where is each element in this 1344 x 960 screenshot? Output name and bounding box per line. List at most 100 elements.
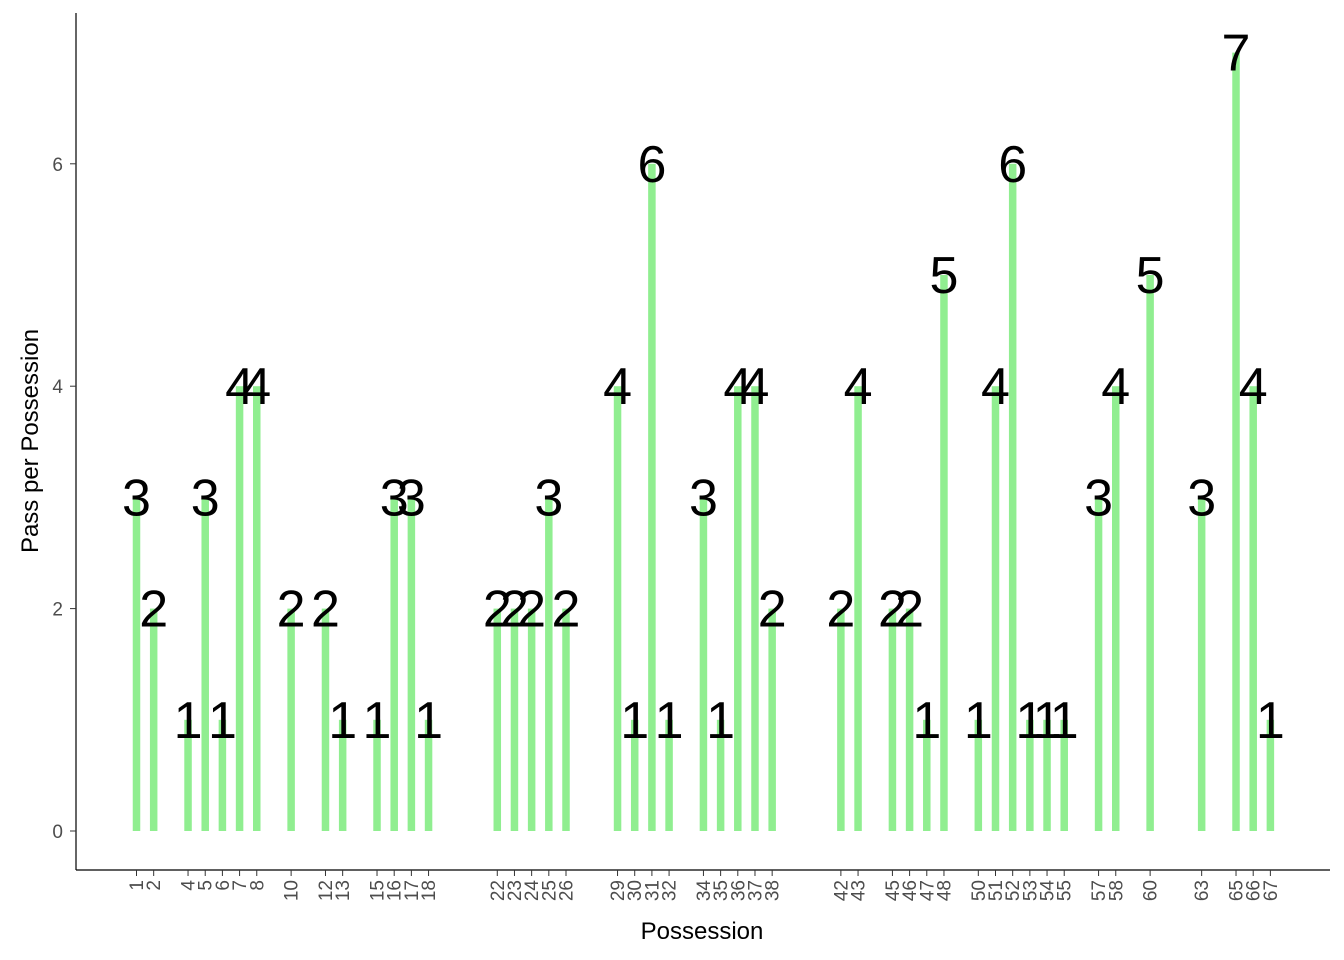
data-label-47: 1 xyxy=(912,692,941,750)
data-label-25: 3 xyxy=(534,469,563,527)
bar-58 xyxy=(1112,386,1120,831)
bar-16 xyxy=(390,497,398,831)
bar-18 xyxy=(424,719,433,831)
data-label-54: 1 xyxy=(1033,692,1062,750)
data-label-26: 2 xyxy=(552,581,581,639)
bar-52 xyxy=(1008,163,1017,832)
x-tick-label-30: 30 xyxy=(625,880,646,901)
x-tick-label-63: 63 xyxy=(1192,880,1213,901)
x-tick-label-2: 2 xyxy=(144,880,165,891)
x-tick-label-47: 47 xyxy=(917,880,938,901)
data-label-2: 2 xyxy=(139,581,168,639)
data-label-42: 2 xyxy=(826,581,855,639)
bar-22 xyxy=(493,608,502,831)
data-label-4: 1 xyxy=(174,692,203,750)
data-label-65: 7 xyxy=(1222,25,1251,83)
x-tick-label-6: 6 xyxy=(213,880,234,891)
bar-2 xyxy=(149,608,158,831)
bar-10 xyxy=(287,608,295,831)
x-tick-label-55: 55 xyxy=(1055,880,1076,901)
data-label-50: 1 xyxy=(964,692,993,750)
x-tick-label-24: 24 xyxy=(522,880,543,902)
bar-38 xyxy=(768,608,776,831)
data-label-55: 1 xyxy=(1050,692,1079,750)
data-label-48: 5 xyxy=(929,247,958,305)
bars-layer xyxy=(132,52,1275,832)
bar-30 xyxy=(630,719,639,831)
data-label-1: 3 xyxy=(122,469,151,527)
x-tick-label-57: 57 xyxy=(1089,880,1110,901)
x-tick-label-65: 65 xyxy=(1227,880,1248,901)
x-tick-label-67: 67 xyxy=(1261,880,1282,901)
x-axis-title: Possession xyxy=(641,918,764,945)
data-label-58: 4 xyxy=(1101,358,1130,416)
bar-63 xyxy=(1197,497,1206,831)
bar-66 xyxy=(1249,386,1257,831)
x-tick-label-5: 5 xyxy=(196,880,217,891)
data-label-22: 2 xyxy=(483,581,512,639)
data-label-35: 1 xyxy=(706,692,735,750)
bar-13 xyxy=(338,719,347,831)
x-tick-label-10: 10 xyxy=(282,880,303,901)
x-tick-label-38: 38 xyxy=(763,880,784,901)
bar-5 xyxy=(201,497,209,831)
x-tick-label-17: 17 xyxy=(402,880,423,901)
data-label-18: 1 xyxy=(414,692,443,750)
y-tick-label-4: 4 xyxy=(52,377,63,398)
data-label-36: 4 xyxy=(723,358,752,416)
x-tick-label-13: 13 xyxy=(333,880,354,901)
bar-25 xyxy=(545,497,553,831)
bar-23 xyxy=(510,608,519,831)
data-label-38: 2 xyxy=(758,581,787,639)
x-tick-label-36: 36 xyxy=(728,880,749,901)
x-tick-label-12: 12 xyxy=(316,880,337,901)
x-tick-label-37: 37 xyxy=(745,880,766,901)
data-label-12: 2 xyxy=(311,581,340,639)
data-label-63: 3 xyxy=(1187,469,1216,527)
x-tick-label-25: 25 xyxy=(539,880,560,901)
bar-31 xyxy=(648,163,656,832)
data-label-52: 6 xyxy=(998,136,1027,194)
bar-1 xyxy=(132,497,141,831)
bar-65 xyxy=(1232,52,1240,832)
data-label-43: 4 xyxy=(844,358,873,416)
data-label-29: 4 xyxy=(603,358,632,416)
bar-57 xyxy=(1094,497,1103,831)
x-tick-label-4: 4 xyxy=(179,880,200,891)
bar-12 xyxy=(321,608,330,831)
bar-29 xyxy=(613,386,622,831)
data-label-6: 1 xyxy=(208,692,237,750)
x-tick-label-31: 31 xyxy=(642,880,663,901)
x-tick-label-50: 50 xyxy=(969,880,990,901)
y-ticks-layer: 0 2 4 6 xyxy=(52,155,76,843)
x-tick-label-1: 1 xyxy=(127,880,148,891)
x-tick-label-43: 43 xyxy=(849,880,870,901)
x-tick-label-23: 23 xyxy=(505,880,526,901)
x-tick-label-29: 29 xyxy=(608,880,629,901)
x-tick-label-58: 58 xyxy=(1106,880,1127,901)
data-label-13: 1 xyxy=(328,692,357,750)
data-label-23: 2 xyxy=(500,581,529,639)
data-label-15: 1 xyxy=(363,692,392,750)
bar-32 xyxy=(665,719,673,831)
x-tick-label-34: 34 xyxy=(694,880,715,902)
data-label-8: 4 xyxy=(242,358,271,416)
bar-54 xyxy=(1043,719,1051,831)
x-tick-label-42: 42 xyxy=(831,880,852,901)
bar-53 xyxy=(1026,719,1034,831)
x-tick-label-7: 7 xyxy=(230,880,251,891)
data-label-57: 3 xyxy=(1084,469,1113,527)
bar-43 xyxy=(854,386,862,831)
data-label-10: 2 xyxy=(277,581,306,639)
bar-17 xyxy=(407,497,416,831)
data-label-66: 4 xyxy=(1239,358,1268,416)
bar-46 xyxy=(905,608,914,831)
x-tick-label-32: 32 xyxy=(660,880,681,901)
y-tick-label-6: 6 xyxy=(52,155,63,176)
data-label-51: 4 xyxy=(981,358,1010,416)
bar-50 xyxy=(974,719,983,831)
bar-15 xyxy=(373,719,381,831)
x-tick-label-46: 46 xyxy=(900,880,921,901)
